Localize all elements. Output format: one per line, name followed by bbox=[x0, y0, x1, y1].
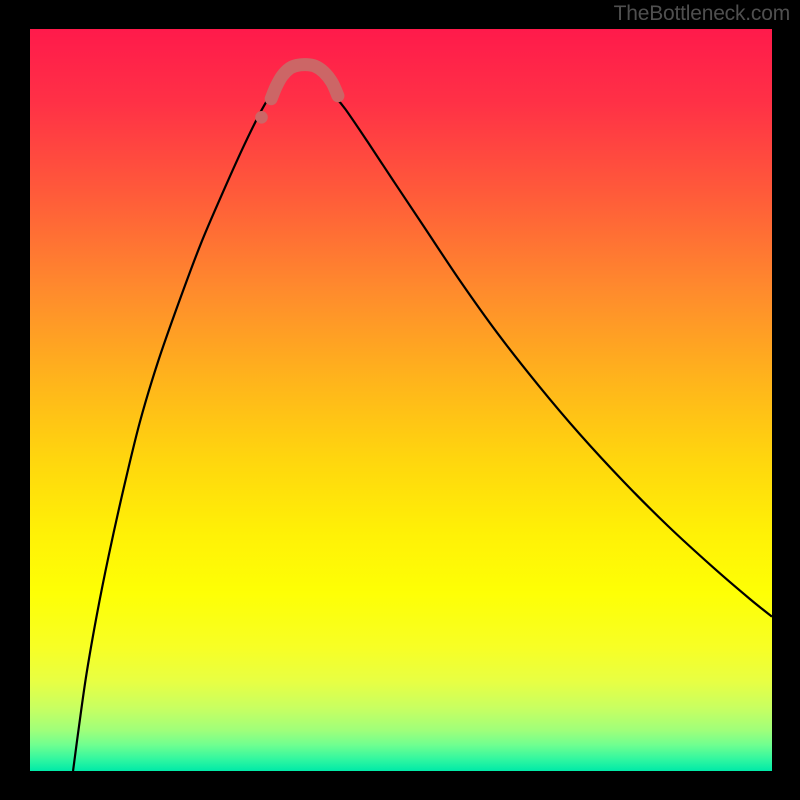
marker-dot bbox=[255, 111, 268, 124]
watermark-text: TheBottleneck.com bbox=[614, 2, 790, 26]
chart-svg bbox=[30, 29, 772, 771]
chart-frame: TheBottleneck.com bbox=[0, 0, 800, 800]
plot-area bbox=[30, 29, 772, 771]
gradient-background bbox=[30, 29, 772, 771]
